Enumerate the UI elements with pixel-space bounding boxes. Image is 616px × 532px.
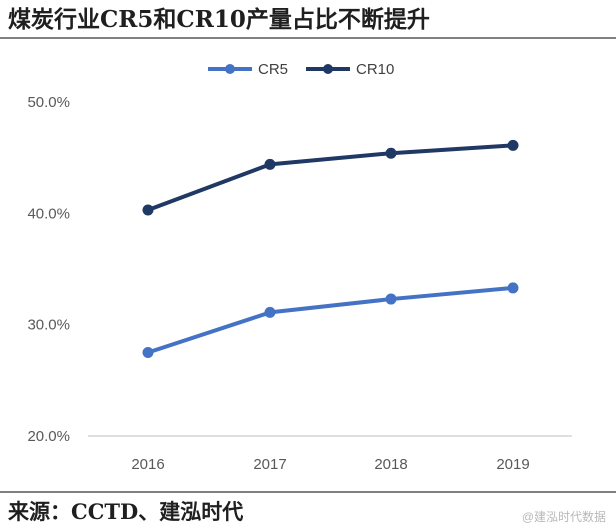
x-tick-label: 2017 (253, 456, 286, 473)
y-tick-label: 50.0% (27, 94, 70, 111)
legend-item-cr5: CR5 (208, 61, 288, 78)
x-tick-label: 2016 (131, 456, 164, 473)
data-point-cr5 (264, 306, 276, 318)
data-point-cr10 (507, 139, 519, 151)
legend-label-cr10: CR10 (356, 61, 394, 78)
series-group (142, 139, 519, 358)
series-line-cr10 (146, 143, 515, 212)
data-point-cr10 (385, 147, 397, 159)
footer-divider (0, 491, 616, 493)
legend-item-cr10: CR10 (306, 61, 394, 78)
data-point-cr10 (264, 158, 276, 170)
watermark: @建泓时代数据 (521, 510, 606, 524)
data-point-cr5 (142, 347, 154, 358)
data-point-cr5 (385, 293, 397, 305)
y-tick-label: 40.0% (27, 205, 70, 222)
y-tick-label: 20.0% (27, 428, 70, 445)
chart-title: 煤炭行业CR5和CR10产量占比不断提升 (8, 6, 430, 33)
legend-marker-cr10 (323, 64, 333, 74)
x-axis: 2016 2017 2018 2019 (131, 456, 529, 473)
data-point-cr5 (507, 282, 519, 294)
legend-label-cr5: CR5 (258, 61, 288, 78)
line-chart: CR5 CR10 50.0%40.0%30.0%20.0% 2016 2017 20… (27, 61, 572, 473)
x-tick-label: 2018 (374, 456, 407, 473)
source-note: 来源：CCTD、建泓时代 (8, 499, 244, 524)
data-point-cr10 (142, 204, 154, 216)
legend: CR5 CR10 (208, 61, 394, 78)
title-divider (0, 37, 616, 39)
y-tick-label: 30.0% (27, 317, 70, 334)
legend-marker-cr5 (225, 64, 235, 74)
y-axis: 50.0% 40.0% 30.0% 20.0% (27, 94, 70, 445)
x-tick-label: 2019 (496, 456, 529, 473)
series-line-cr5 (146, 285, 515, 355)
